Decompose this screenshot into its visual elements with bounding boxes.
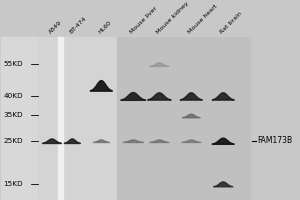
Text: Mouse kidney: Mouse kidney [155, 1, 190, 35]
Text: Mouse liver: Mouse liver [129, 6, 158, 35]
Text: A549: A549 [48, 20, 63, 35]
Text: 35KD: 35KD [4, 112, 23, 118]
Text: 55KD: 55KD [4, 61, 23, 67]
Text: FAM173B: FAM173B [257, 136, 293, 145]
Text: 15KD: 15KD [4, 181, 23, 187]
Text: HL60: HL60 [97, 20, 112, 35]
Bar [117, 37, 250, 199]
Text: 25KD: 25KD [4, 138, 23, 144]
Text: Mouse heart: Mouse heart [187, 4, 218, 35]
Text: Rat brain: Rat brain [219, 11, 243, 35]
Bar [1, 37, 38, 199]
Text: 40KD: 40KD [4, 93, 23, 99]
Text: BT-474: BT-474 [68, 16, 87, 35]
Bar [58, 37, 63, 199]
Bar [38, 37, 250, 199]
